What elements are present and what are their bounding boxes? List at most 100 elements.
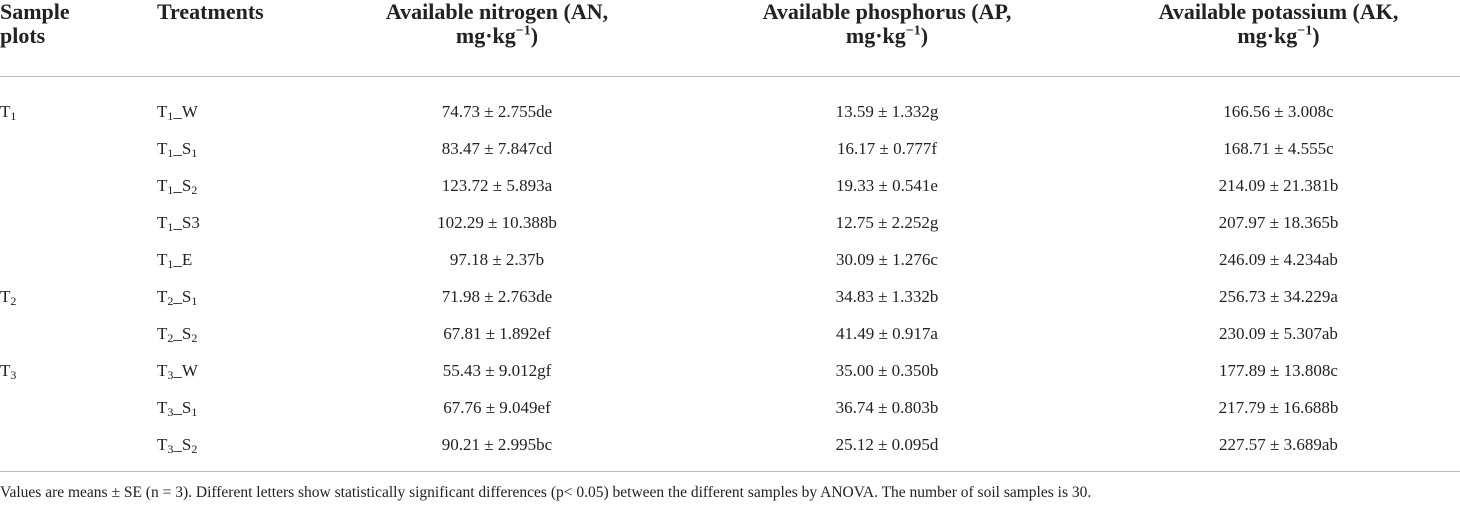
table-row: T2 T2_S1 71.98 ± 2.763de 34.83 ± 1.332b 256.…	[0, 278, 1460, 315]
column-header: Sample plots	[0, 0, 157, 77]
cell-text: T	[157, 286, 168, 306]
an-cell: 55.43 ± 9.012gf	[442, 360, 552, 380]
ak-cell: 227.57 ± 3.689ab	[1219, 434, 1338, 454]
header-superscript: −1	[905, 23, 921, 39]
cell-text: T	[157, 360, 168, 380]
treatment-cell: T1_S2	[157, 167, 317, 204]
header-text: plots	[0, 23, 46, 48]
ap-cell: 36.74 ± 0.803b	[835, 397, 939, 417]
header-text: mg·kg	[1237, 23, 1298, 48]
ap-cell: 12.75 ± 2.252g	[835, 212, 939, 232]
treatment-cell: T3_S2	[157, 426, 317, 472]
ap-cell: 13.59 ± 1.332g	[835, 101, 939, 121]
footnote: Values are means ± SE (n = 3). Different…	[0, 484, 1092, 501]
subscript: 1	[167, 108, 174, 123]
ap-cell: 25.12 ± 0.095d	[835, 434, 939, 454]
an-cell: 67.81 ± 1.892ef	[443, 323, 551, 343]
sample-plot-cell	[0, 130, 157, 167]
sample-plot-cell	[0, 315, 157, 352]
ak-cell: 214.09 ± 21.381b	[1218, 175, 1339, 195]
header-superscript: −1	[515, 23, 531, 39]
ap-cell: 41.49 ± 0.917a	[836, 323, 938, 343]
table-row: T1_S2 123.72 ± 5.893a 19.33 ± 0.541e 214.09…	[0, 167, 1460, 204]
header-row: Sample plots Treatments Available nitrogen …	[0, 0, 1460, 77]
subscript: 1	[10, 108, 17, 123]
table-row: T3_S1 67.76 ± 9.049ef 36.74 ± 0.803b 217.79…	[0, 389, 1460, 426]
sample-plot-cell: T3	[0, 352, 157, 389]
table-wrap: Sample plots Treatments Available nitrogen …	[0, 0, 1460, 472]
treatment-cell: T2_S1	[157, 278, 317, 315]
table-head: Sample plots Treatments Available nitrogen …	[0, 0, 1460, 77]
an-cell: 71.98 ± 2.763de	[441, 286, 553, 306]
ak-cell: 168.71 ± 4.555c	[1223, 138, 1334, 158]
cell-text: T	[0, 360, 11, 380]
an-cell: 90.21 ± 2.995bc	[441, 434, 553, 454]
sample-plot-cell	[0, 389, 157, 426]
treatment-cell: T1_W	[157, 77, 317, 131]
ap-cell: 35.00 ± 0.350b	[835, 360, 939, 380]
an-cell: 83.47 ± 7.847cd	[441, 138, 553, 158]
cell-text: _S3	[173, 212, 200, 232]
cell-text: _S	[173, 138, 192, 158]
subscript: 3	[167, 367, 174, 382]
subscript: 2	[167, 293, 174, 308]
ak-cell: 166.56 ± 3.008c	[1223, 101, 1334, 121]
treatment-cell: T3_S1	[157, 389, 317, 426]
cell-text: _S	[173, 397, 192, 417]
table-row: T3 T3_W 55.43 ± 9.012gf 35.00 ± 0.350b 177.8…	[0, 352, 1460, 389]
treatment-cell: T1_S1	[157, 130, 317, 167]
ak-cell: 207.97 ± 18.365b	[1218, 212, 1339, 232]
cell-text: _S	[173, 175, 192, 195]
treatment-cell: T1_E	[157, 241, 317, 278]
cell-text: T	[157, 434, 168, 454]
table-body: T1 T1_W 74.73 ± 2.755de 13.59 ± 1.332g 166.5…	[0, 77, 1460, 472]
header-text: )	[920, 23, 929, 48]
table-row: T1_S1 83.47 ± 7.847cd 16.17 ± 0.777f 168.71…	[0, 130, 1460, 167]
table-row: T2_S2 67.81 ± 1.892ef 41.49 ± 0.917a 230.09…	[0, 315, 1460, 352]
header-text: mg·kg	[455, 23, 516, 48]
cell-text: T	[0, 101, 11, 121]
table-row: T1_S3 102.29 ± 10.388b 12.75 ± 2.252g 207.9…	[0, 204, 1460, 241]
cell-text: _W	[173, 360, 198, 380]
subscript: 2	[167, 330, 174, 345]
ap-cell: 30.09 ± 1.276c	[836, 249, 938, 269]
header-text: Sample	[0, 0, 70, 24]
cell-text: _S	[173, 286, 192, 306]
cell-text: T	[157, 249, 168, 269]
column-header: Treatments	[157, 0, 317, 77]
header-superscript: −1	[1297, 23, 1313, 39]
subscript: 1	[167, 182, 174, 197]
sample-plot-cell: T2	[0, 278, 157, 315]
header-text: Available nitrogen (AN,	[385, 0, 609, 24]
treatment-cell: T2_S2	[157, 315, 317, 352]
subscript: 3	[10, 367, 17, 382]
column-header: Available phosphorus (AP, mg·kg−1)	[677, 0, 1097, 77]
subscript: 1	[167, 219, 174, 234]
ap-cell: 16.17 ± 0.777f	[837, 138, 937, 158]
cell-text: T	[157, 397, 168, 417]
cell-text: T	[0, 286, 11, 306]
ak-cell: 256.73 ± 34.229a	[1219, 286, 1338, 306]
subscript: 2	[10, 293, 17, 308]
cell-text: T	[157, 101, 168, 121]
sample-plot-cell	[0, 204, 157, 241]
cell-text: _W	[173, 101, 198, 121]
cell-text: T	[157, 212, 168, 232]
treatment-cell: T1_S3	[157, 204, 317, 241]
subscript: 3	[167, 441, 174, 456]
an-cell: 74.73 ± 2.755de	[441, 101, 553, 121]
ak-cell: 246.09 ± 4.234ab	[1219, 249, 1338, 269]
sample-plot-cell: T1	[0, 77, 157, 131]
an-cell: 123.72 ± 5.893a	[441, 175, 553, 195]
header-text: )	[530, 23, 539, 48]
an-cell: 102.29 ± 10.388b	[437, 212, 557, 232]
ak-cell: 230.09 ± 5.307ab	[1219, 323, 1338, 343]
ak-cell: 177.89 ± 13.808c	[1219, 360, 1338, 380]
column-header: Available potassium (AK, mg·kg−1)	[1097, 0, 1460, 77]
subscript: 1	[167, 256, 174, 271]
sample-plot-cell	[0, 426, 157, 472]
cell-text: _E	[173, 249, 193, 269]
subscript: 3	[167, 404, 174, 419]
cell-text: T	[157, 138, 168, 158]
